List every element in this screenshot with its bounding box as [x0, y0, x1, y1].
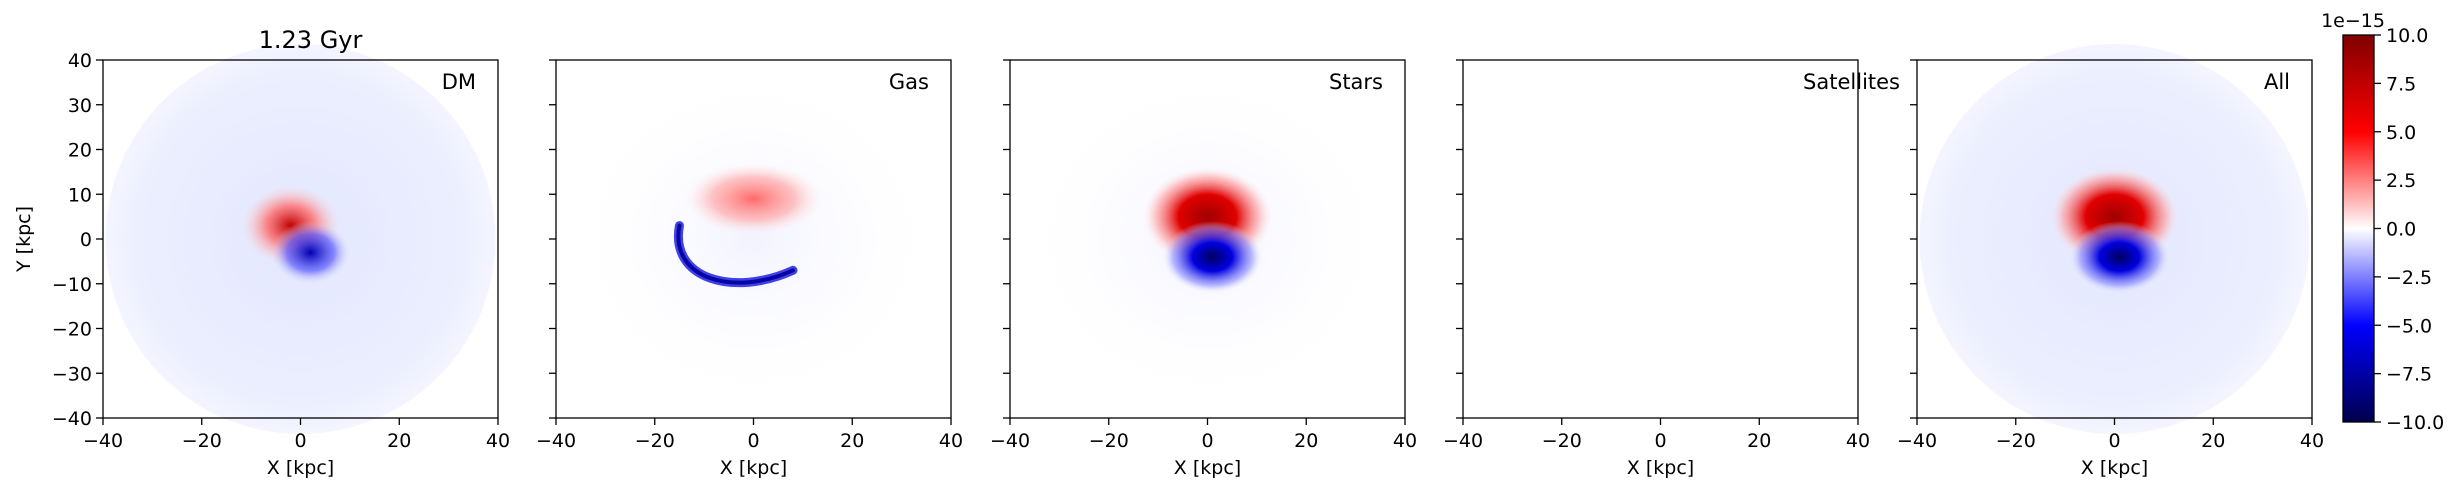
x-tick-label: 40: [939, 430, 963, 452]
stars-density-map: [1029, 77, 1386, 401]
all-density-map: [1919, 43, 2310, 435]
panel-satellites: Satellites X [kpc] −40 −20 0 20 40: [1443, 59, 1900, 479]
colorbar-tick-label: −5.0: [2386, 315, 2432, 337]
x-axis-label: X [kpc]: [720, 457, 787, 479]
x-tick-label: 40: [1846, 430, 1870, 452]
axes-frame: [1462, 59, 1859, 419]
y-tick-label: −10: [52, 274, 92, 296]
x-tick-label: 0: [1201, 430, 1213, 452]
gas-blue-arm-inner: [676, 223, 795, 285]
x-tick-label: 0: [294, 430, 306, 452]
colorbar-tick-label: 5.0: [2386, 122, 2416, 144]
y-tick-label: −30: [52, 363, 92, 385]
gas-density-map: [575, 77, 932, 401]
x-axis-label: X [kpc]: [1174, 457, 1241, 479]
y-tick-label: 20: [68, 140, 92, 162]
y-tick-label: −20: [52, 319, 92, 341]
panel-all: All X [kpc] −40 −20 0 20 40: [1897, 43, 2324, 479]
colorbar-exponent: 1e−15: [2321, 10, 2385, 32]
x-tick-label: 40: [486, 430, 510, 452]
x-tick-label: −40: [536, 430, 576, 452]
colorbar-tick-label: −10.0: [2386, 412, 2444, 434]
x-tick-label: −40: [83, 430, 123, 452]
x-tick-label: 40: [1393, 430, 1417, 452]
x-tick-label: −20: [1996, 430, 2036, 452]
dm-density-map: [105, 43, 496, 435]
x-tick-label: 40: [2300, 430, 2324, 452]
panel-label: All: [2264, 70, 2290, 94]
x-tick-label: 0: [1654, 430, 1666, 452]
colorbar-tick-label: 7.5: [2386, 73, 2416, 95]
panel-dm: DM 1.23 Gyr Y [kpc] X [kpc] −40 −20 0 20 40 4…: [13, 26, 510, 479]
panel-label: Stars: [1329, 70, 1383, 94]
y-tick-label: 40: [68, 50, 92, 72]
x-tick-label: −20: [635, 430, 675, 452]
y-tick-label: 10: [68, 184, 92, 206]
panel-label: Satellites: [1803, 70, 1900, 94]
gas-red-arm: [684, 162, 823, 235]
chart-title: 1.23 Gyr: [259, 26, 363, 54]
colorbar-tick-label: −7.5: [2386, 364, 2432, 386]
panel-gas: Gas X [kpc] −40 −20 0 20 40: [536, 59, 963, 479]
x-tick-label: −20: [1089, 430, 1129, 452]
panel-stars: Stars X [kpc] −40 −20 0 20 40: [990, 59, 1417, 479]
colorbar-tick-label: 10.0: [2386, 25, 2428, 47]
y-tick-label: −40: [52, 408, 92, 430]
colorbar-gradient: [2342, 34, 2375, 423]
panel-label: Gas: [889, 70, 929, 94]
dm-core-blue: [270, 221, 350, 284]
x-tick-label: 20: [1747, 430, 1771, 452]
y-tick-label: 0: [80, 229, 92, 251]
x-axis-label: X [kpc]: [1627, 457, 1694, 479]
x-tick-label: 20: [840, 430, 864, 452]
x-tick-label: −40: [990, 430, 1030, 452]
stars-core-blue: [1163, 221, 1262, 293]
colorbar-tick-label: 2.5: [2386, 170, 2416, 192]
x-axis-label: X [kpc]: [267, 457, 334, 479]
x-tick-label: 0: [747, 430, 759, 452]
all-core-blue: [2070, 221, 2169, 293]
y-tick-label: 30: [68, 95, 92, 117]
colorbar-tick-label: 0.0: [2386, 219, 2416, 241]
colorbar-ticks: 10.0 7.5 5.0 2.5 0.0 −2.5 −5.0 −7.5 −10.0: [2374, 25, 2444, 434]
x-tick-label: −40: [1897, 430, 1937, 452]
gas-halo: [575, 77, 932, 401]
panel-label: DM: [442, 70, 476, 94]
x-axis-label: X [kpc]: [2081, 457, 2148, 479]
x-tick-label: −20: [182, 430, 222, 452]
x-tick-label: 20: [2201, 430, 2225, 452]
x-tick-label: 20: [1294, 430, 1318, 452]
x-tick-label: 20: [387, 430, 411, 452]
colorbar-tick-label: −2.5: [2386, 267, 2432, 289]
x-tick-label: 0: [2108, 430, 2120, 452]
colorbar: 1e−15 10.0 7.5 5.0 2.5 0.0 −2.5 −5.0 −7.5 −10.0: [2321, 10, 2444, 434]
y-axis-label: Y [kpc]: [13, 206, 35, 273]
x-tick-label: −40: [1443, 430, 1483, 452]
x-tick-label: −20: [1542, 430, 1582, 452]
